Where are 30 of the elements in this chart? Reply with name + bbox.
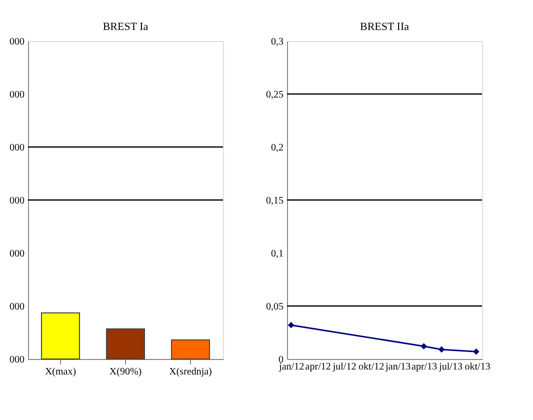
x-tick-label: apr/12 [305,362,331,372]
x-tick-label: X(srednja) [169,366,212,378]
point [288,322,294,328]
x-tick-label: jan/13 [384,362,411,372]
y-tick-label: 0,1 [271,248,284,260]
x-tick-label: jul/12 [332,362,356,372]
x-tick-label: jan/12 [278,362,304,372]
x-tick-label: X(max) [44,366,76,378]
text: 000 [10,302,24,312]
x-tick-label: X(90%) [109,366,142,378]
x-tick-label: apr/13 [412,362,438,372]
x-tick-label: okt/13 [464,362,490,372]
y-tick-label: 0,15 [266,196,284,206]
y-tick-label: 0,25 [266,90,284,100]
text: 000 [10,36,24,48]
text: 000 [10,354,24,366]
y-tick-label: 0,3 [271,36,284,48]
point [473,348,480,355]
y-tick-label: 0,05 [266,302,284,312]
point [438,346,445,353]
chart-title: BREST IIa [360,21,410,33]
text: 000 [10,248,24,260]
text: 000 [10,142,24,154]
x-tick-label: jul/13 [438,362,462,372]
text: 000 [10,196,24,206]
point [420,343,427,350]
x-tick-label: okt/12 [358,362,384,372]
text: 000 [10,90,24,100]
chart-title: BREST Ia [102,21,148,33]
y-tick-label: 0,2 [271,142,284,154]
